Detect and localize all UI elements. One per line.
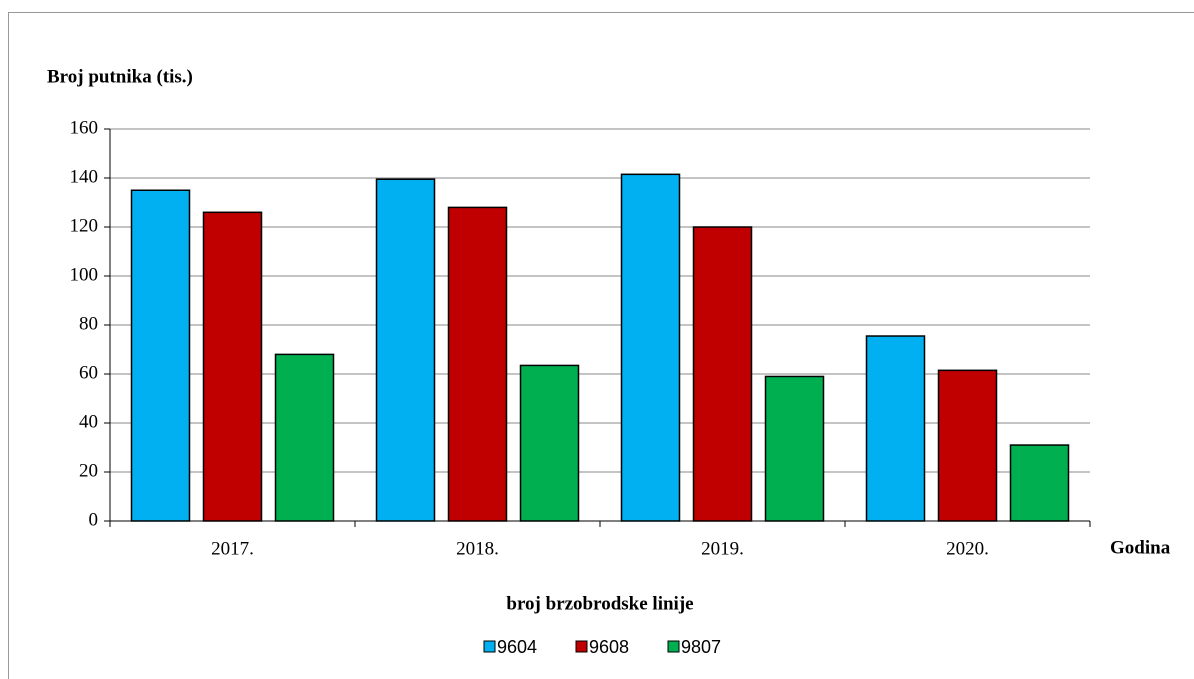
- x-tick-label: 2019.: [701, 538, 744, 559]
- bar: [865, 335, 926, 522]
- legend-label: 9807: [681, 637, 721, 657]
- legend-label: 9608: [589, 637, 629, 657]
- bar: [130, 189, 191, 522]
- bar: [274, 353, 335, 522]
- bar: [692, 226, 753, 522]
- legend-swatch: [667, 640, 680, 653]
- x-tick-label: 2018.: [456, 538, 499, 559]
- y-tick-label: 100: [70, 264, 99, 285]
- bar: [202, 211, 263, 522]
- y-tick-label: 20: [79, 460, 98, 481]
- bar: [764, 375, 825, 522]
- y-tick-label: 80: [79, 313, 98, 334]
- y-tick-label: 0: [89, 509, 99, 530]
- y-tick-label: 40: [79, 411, 98, 432]
- y-tick-label: 60: [79, 362, 98, 383]
- legend-swatch: [483, 640, 496, 653]
- legend-title: broj brzobrodske linije: [506, 593, 693, 614]
- y-axis-title: Broj putnika (tis.): [47, 66, 193, 87]
- legend-label: 9604: [497, 637, 537, 657]
- y-tick-label: 160: [70, 117, 99, 138]
- y-tick-label: 140: [70, 166, 99, 187]
- x-axis-title: Godina: [1110, 537, 1171, 558]
- x-tick-label: 2017.: [211, 538, 254, 559]
- bar: [1009, 444, 1070, 522]
- bar: [937, 369, 998, 522]
- bar: [375, 178, 436, 522]
- legend-swatch: [575, 640, 588, 653]
- bar: [620, 173, 681, 522]
- bar: [519, 364, 580, 522]
- frame: [8, 12, 1194, 679]
- bar: [447, 206, 508, 522]
- x-tick-label: 2020.: [946, 538, 989, 559]
- y-tick-label: 120: [70, 215, 99, 236]
